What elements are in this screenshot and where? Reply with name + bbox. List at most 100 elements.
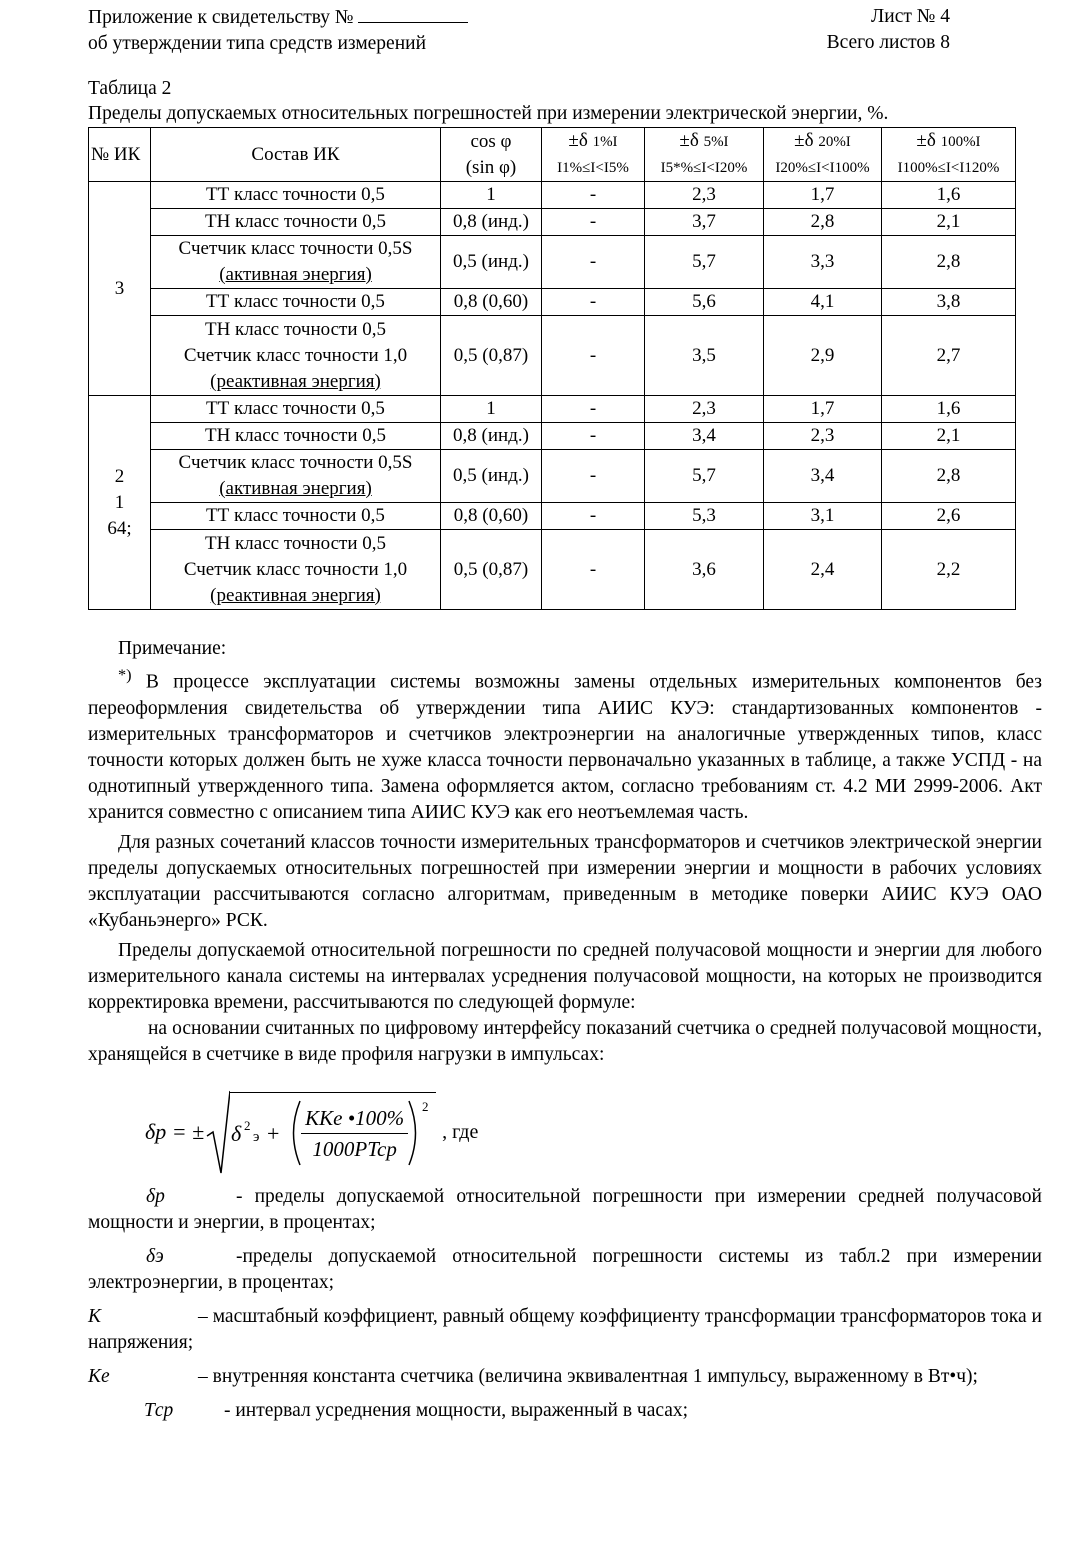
composition-line: (реактивная энергия) [210, 584, 381, 606]
composition-cell: ТН класс точности 0,5 [150, 208, 441, 236]
cos-phi-cell: 0,5 (0,87) [440, 529, 542, 610]
symbol-definition: δэ -пределы допускаемой относительной пог… [88, 1244, 1042, 1296]
definition-text: -пределы допускаемой относительной погре… [88, 1245, 1042, 1293]
table-row: ТН класс точности 0,5 0,8 (инд.) -3,7 2,8 2,… [89, 208, 1016, 236]
error-value-v100: 2,6 [881, 502, 1016, 530]
delta-label: ±δ [916, 130, 936, 151]
error-value-v1: - [541, 449, 645, 503]
formula-lhs: δp = ± [145, 1118, 205, 1144]
symbol: К [88, 1305, 101, 1327]
error-value-v100: 2,8 [881, 449, 1016, 503]
radicand: δ 2 э + KKe •100% 1000PTcp 2 [229, 1092, 437, 1171]
svg-text:2: 2 [244, 1118, 251, 1133]
fraction-numerator: KKe •100% [301, 1105, 409, 1134]
document-header-left: Приложение к свидетельству № об утвержде… [88, 4, 469, 57]
ik-number-cell: 2 1 64; [88, 395, 151, 610]
composition-cell: ТН класс точности 0,5 [150, 422, 441, 450]
table-row: ТТ класс точности 0,5 0,8 (0,60) -5,3 3,1 2,… [89, 502, 1016, 530]
error-limits-table: № ИК Состав ИК cos φ (sin φ) ±δ 1%I I1%≤I<… [88, 127, 1016, 610]
header-attachment-line: Приложение к свидетельству № [88, 7, 354, 28]
table-row: ТН класс точности 0,5 0,8 (инд.) -3,4 2,3 2,… [89, 422, 1016, 450]
definition-text: - интервал усреднения мощности, выраженн… [224, 1399, 689, 1421]
delta-label: ±δ [568, 130, 588, 151]
note-title: Примечание: [118, 638, 227, 659]
composition-line: Счетчик класс точности 1,0 [183, 558, 408, 580]
error-value-v1: - [541, 502, 645, 530]
note-section: Примечание: *) В процессе эксплуатации с… [88, 636, 1042, 1432]
error-value-v5: 3,6 [644, 529, 764, 610]
composition-line: Счетчик класс точности 1,0 [183, 344, 408, 366]
note-text: В процессе эксплуатации системы возможны… [88, 671, 1043, 823]
range-label: I1%≤I<I5% [557, 160, 629, 176]
delta-sub: 100%I [940, 134, 981, 150]
error-value-v1: - [541, 181, 645, 209]
error-value-v100: 2,7 [881, 315, 1016, 396]
sin-label: (sin φ) [465, 156, 517, 178]
header-subtitle: об утверждении типа средств измерений [88, 33, 427, 54]
range-label: I5*%≤I<I20% [660, 160, 748, 176]
cos-phi-cell: 0,8 (инд.) [440, 208, 542, 236]
header-ik-number: № ИК [88, 127, 151, 182]
table-row: ТН класс точности 0,5 Счетчик класс точно… [89, 315, 1016, 396]
delta-sub: 20%I [818, 134, 851, 150]
ik-number: 2 [114, 465, 125, 487]
composition-line: ТТ класс точности 0,5 [206, 398, 385, 419]
composition-line: ТН класс точности 0,5 [204, 532, 386, 554]
footnote-mark: *) [118, 666, 132, 684]
error-value-v5: 3,7 [644, 208, 764, 236]
composition-line: ТТ класс точности 0,5 [206, 291, 385, 312]
symbol-definitions: δp - пределы допускаемой относительной по… [88, 1184, 1042, 1424]
error-value-v5: 3,5 [644, 315, 764, 396]
error-value-v20: 2,8 [763, 208, 882, 236]
delta-label: ±δ [794, 130, 814, 151]
definition-text: - пределы допускаемой относительной погр… [88, 1185, 1042, 1233]
error-value-v1: - [541, 315, 645, 396]
cos-phi-cell: 0,8 (0,60) [440, 288, 542, 316]
cos-phi-cell: 0,8 (0,60) [440, 502, 542, 530]
range-label: I20%≤I<I100% [775, 160, 870, 176]
cos-phi-cell: 0,5 (инд.) [440, 235, 542, 289]
error-value-v100: 1,6 [881, 181, 1016, 209]
error-value-v1: - [541, 529, 645, 610]
delta-e-squared-glyph: δ 2э + [231, 1118, 279, 1146]
note-paragraph-4: на основании считанных по цифровому инте… [88, 1017, 1042, 1065]
symbol: δэ [146, 1245, 164, 1267]
ik-number: 64; [107, 517, 132, 539]
symbol: δp [146, 1185, 165, 1207]
symbol-definition: δp - пределы допускаемой относительной по… [88, 1184, 1042, 1236]
error-value-v20: 2,3 [763, 422, 882, 450]
ik-number: 3 [114, 277, 125, 299]
table-row: Счетчик класс точности 0,5S (активная эне… [89, 449, 1016, 503]
note-paragraph-3: Пределы допускаемой относительной погреш… [88, 939, 1042, 1013]
symbol: Ke [88, 1365, 110, 1387]
error-value-v20: 1,7 [763, 181, 882, 209]
error-value-v20: 2,4 [763, 529, 882, 610]
table-row: 2 1 64; ТТ класс точности 0,5 1-2,3 1,7 1,6 [88, 395, 1016, 610]
radical-sign-icon [206, 1090, 231, 1173]
composition-cell: ТН класс точности 0,5 Счетчик класс точно… [150, 529, 441, 610]
header-d20: ±δ 20%I I20%≤I<I100% [763, 127, 882, 182]
error-value-v5: 2,3 [644, 181, 764, 209]
sheet-total: Всего листов 8 [826, 32, 950, 53]
error-value-v20: 3,3 [763, 235, 882, 289]
delta-label: ±δ [679, 130, 699, 151]
table-row: ТН класс точности 0,5 Счетчик класс точно… [89, 529, 1016, 610]
header-d1: ±δ 1%I I1%≤I<I5% [541, 127, 645, 182]
delta-sub: 5%I [703, 134, 729, 150]
composition-line: (активная энергия) [219, 264, 372, 285]
error-value-v1: - [541, 235, 645, 289]
symbol: Tср [144, 1399, 174, 1421]
error-value-v100: 2,1 [881, 422, 1016, 450]
error-value-v20: 3,4 [763, 449, 882, 503]
error-value-v100: 2,8 [881, 235, 1016, 289]
composition-cell: ТН класс точности 0,5 Счетчик класс точно… [150, 315, 441, 396]
error-value-v5: 2,3 [644, 395, 764, 423]
error-value-v1: - [541, 395, 645, 423]
error-value-v100: 1,6 [881, 395, 1016, 423]
definition-text: – внутренняя константа счетчика (величин… [198, 1365, 978, 1387]
document-header-right: Лист № 4 Всего листов 8 [827, 4, 950, 56]
cos-phi-cell: 0,8 (инд.) [440, 422, 542, 450]
note-paragraph-2: Для разных сочетаний классов точности из… [88, 831, 1042, 931]
ik-number-cell: 3 [88, 181, 151, 396]
composition-cell: ТТ класс точности 0,5 [150, 181, 441, 209]
